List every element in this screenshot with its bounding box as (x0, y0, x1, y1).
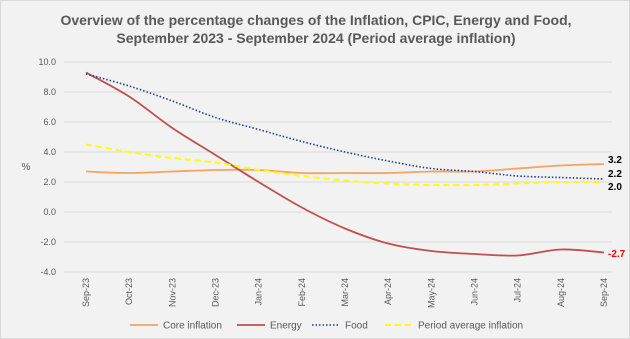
x-tick-label: Dec-23 (211, 278, 221, 307)
series-line-3 (85, 143, 605, 187)
legend-item-label: Core inflation (163, 321, 222, 332)
y-tick-label: 0.0 (43, 207, 56, 217)
legend-item-label: Energy (270, 321, 302, 332)
series-line-2 (85, 73, 605, 180)
end-data-label: 3.2 (608, 155, 622, 166)
series-lines (85, 71, 605, 257)
y-axis: 10.0 8.0 6.0 4.0 2.0 0.0 -2.0 -4.0 (38, 57, 56, 277)
y-tick-label: 4.0 (43, 147, 56, 157)
x-tick-label: Feb-24 (297, 278, 307, 307)
x-tick-label: Oct-23 (124, 278, 134, 305)
x-tick-label: Jul-24 (513, 278, 523, 303)
end-data-label: 2.2 (608, 169, 622, 180)
y-tick-label: -4.0 (40, 267, 56, 277)
x-tick-label: Sep-23 (81, 278, 91, 307)
x-tick-label: Sep-24 (599, 278, 609, 307)
y-tick-label: -2.0 (40, 237, 56, 247)
y-tick-label: 6.0 (43, 117, 56, 127)
y-tick-label: 10.0 (38, 57, 56, 67)
y-tick-label: 8.0 (43, 87, 56, 97)
end-data-label: 2.0 (608, 182, 622, 193)
x-tick-label: Apr-24 (383, 278, 393, 305)
x-tick-label: Jan-24 (254, 278, 264, 306)
gridlines (64, 61, 612, 273)
y-axis-label: % (22, 162, 31, 173)
series-line-1 (85, 71, 605, 257)
chart-title: Overview of the percentage changes of th… (60, 12, 572, 46)
y-tick-label: 2.0 (43, 177, 56, 187)
series-line-0 (85, 163, 605, 175)
legend-item-label: Period average inflation (418, 321, 523, 332)
end-data-label: -2.7 (608, 249, 626, 260)
legend-item-label: Food (345, 321, 368, 332)
x-tick-label: Jun-24 (470, 278, 480, 306)
x-axis: Sep-23 Oct-23 Nov-23 Dec-23 Jan-24 Feb-24 Mar-… (81, 278, 609, 308)
x-tick-label: May-24 (426, 278, 436, 308)
legend: Core inflation Energy Food Period average i… (130, 321, 523, 332)
x-tick-label: Aug-24 (556, 278, 566, 307)
x-tick-label: Mar-24 (340, 278, 350, 307)
x-tick-label: Nov-23 (167, 278, 177, 307)
end-labels: 3.2 2.2 2.0 -2.7 (608, 155, 626, 260)
